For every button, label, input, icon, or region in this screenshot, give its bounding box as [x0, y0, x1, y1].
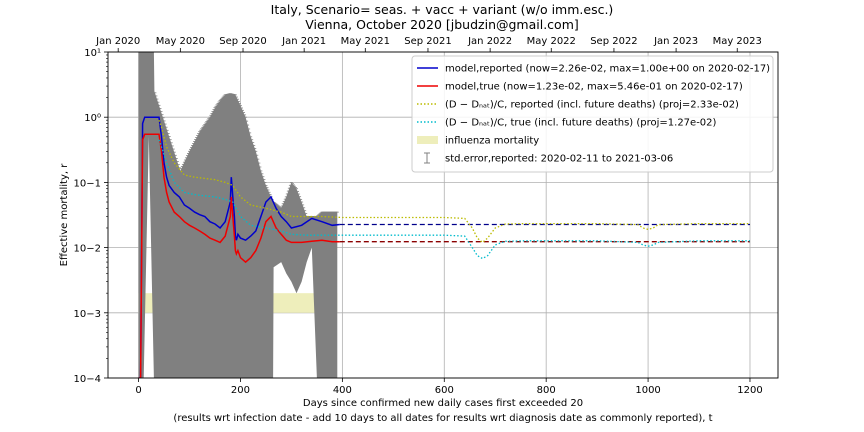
x-tick-label: 1000 [635, 385, 660, 396]
y-tick-label: 10−4 [74, 374, 101, 385]
top-tick-label: May 2022 [527, 36, 576, 47]
legend-label: influenza mortality [445, 136, 539, 147]
top-tick-label: Jan 2023 [653, 36, 698, 47]
top-tick-label: May 2020 [156, 36, 205, 47]
x-axis-label-note: (results wrt infection date - add 10 day… [173, 413, 712, 424]
top-tick-label: Jan 2021 [281, 36, 326, 47]
legend-label: (D − Dₙₐₜ)/C, reported (incl. future dea… [445, 100, 739, 111]
legend-label: model,true (now=1.23e-02, max=5.46e-01 o… [445, 82, 743, 93]
x-tick-label: 600 [435, 385, 454, 396]
x-tick-label: 1200 [737, 385, 762, 396]
top-tick-label: Jan 2022 [467, 36, 512, 47]
error-band [138, 52, 338, 378]
legend-label: std.error,reported: 2020-02-11 to 2021-0… [445, 154, 673, 165]
series-line [158, 139, 750, 260]
y-tick-label: 10−2 [74, 244, 101, 255]
top-tick-label: Sep 2021 [404, 36, 451, 47]
series-line [138, 133, 340, 378]
y-axis-label: Effective mortality, r [59, 163, 70, 267]
x-tick-label: 200 [231, 385, 250, 396]
x-tick-label: 0 [135, 385, 141, 396]
chart-title: Italy, Scenario= seas. + vacc + variant … [271, 2, 614, 17]
y-tick-label: 10−1 [74, 178, 101, 189]
y-tick-label: 10−3 [74, 309, 101, 320]
legend-label: model,reported (now=2.26e-02, max=1.00e+… [445, 64, 770, 75]
y-tick-label: 10¹ [84, 48, 101, 59]
legend-label: (D − Dₙₐₜ)/C, true (incl. future deaths)… [445, 118, 717, 129]
series-line [138, 116, 340, 378]
top-tick-label: May 2021 [341, 36, 390, 47]
x-tick-label: 400 [333, 385, 352, 396]
plot-area [137, 52, 750, 378]
legend-swatch [417, 136, 438, 144]
top-tick-label: Jan 2020 [95, 36, 140, 47]
x-tick-label: 800 [537, 385, 556, 396]
plot-frame [107, 51, 779, 379]
legend-box [411, 55, 774, 173]
legend: model,reported (now=2.26e-02, max=1.00e+… [411, 55, 774, 173]
top-tick-label: May 2023 [713, 36, 762, 47]
top-tick-label: Sep 2020 [219, 36, 266, 47]
axes: 0 200 400 600 800 1000 1200 Jan 2020 May 2020 Sep… [74, 36, 763, 396]
chart-subtitle: Vienna, October 2020 [jbudzin@gmail.com] [305, 17, 579, 32]
y-tick-label: 10⁰ [84, 113, 101, 124]
x-axis-label: Days since confirmed new daily cases fir… [303, 398, 583, 409]
series-line [158, 119, 750, 244]
top-tick-label: Sep 2022 [590, 36, 637, 47]
